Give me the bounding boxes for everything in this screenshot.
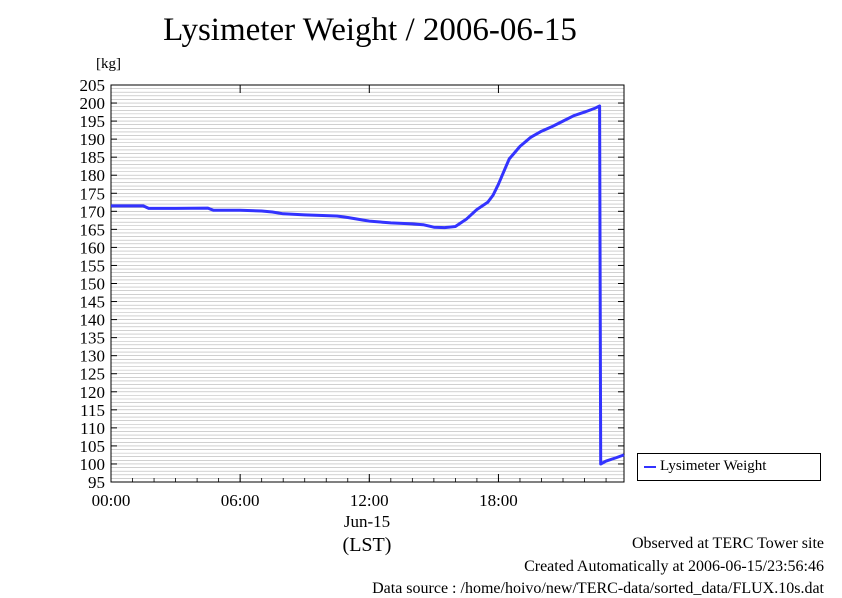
x-tick-label: 18:00: [479, 491, 518, 510]
y-tick-label: 120: [80, 383, 106, 402]
footer-created: Created Automatically at 2006-06-15/23:5…: [524, 558, 824, 575]
y-tick-label: 165: [80, 220, 106, 239]
y-tick-label: 135: [80, 329, 106, 348]
y-tick-label: 110: [80, 419, 105, 438]
series-line-lysimeter-weight: [111, 104, 625, 466]
x-tick-label: 12:00: [350, 491, 389, 510]
y-tick-label: 160: [80, 238, 106, 257]
y-tick-label: 130: [80, 347, 106, 366]
x-axis-ticks: 00:00 06:00 12:00 18:00: [92, 85, 607, 510]
y-tick-label: 115: [80, 401, 105, 420]
y-axis-ticks: 9510010511011512012513013514014515015516…: [80, 76, 624, 492]
y-tick-label: 125: [80, 365, 106, 384]
footer-source: Data source : /home/hoivo/new/TERC-data/…: [372, 580, 824, 597]
legend-label: Lysimeter Weight: [660, 458, 767, 474]
y-tick-label: 190: [80, 130, 106, 149]
y-tick-label: 180: [80, 166, 106, 185]
y-axis-unit-label: [kg]: [96, 56, 121, 72]
y-tick-label: 145: [80, 293, 106, 312]
y-tick-label: 205: [80, 76, 106, 95]
y-tick-label: 150: [80, 275, 106, 294]
y-tick-label: 200: [80, 94, 106, 113]
x-tick-label: 06:00: [221, 491, 260, 510]
y-tick-label: 100: [80, 455, 106, 474]
series-group: [111, 104, 625, 466]
legend: Lysimeter Weight: [637, 453, 821, 481]
y-tick-label: 195: [80, 112, 106, 131]
y-tick-label: 140: [80, 311, 106, 330]
y-tick-label: 175: [80, 184, 106, 203]
x-tick-label: 00:00: [92, 491, 131, 510]
y-tick-label: 105: [80, 437, 106, 456]
x-axis-label: (LST): [343, 534, 392, 556]
grid-lines: [111, 84, 624, 483]
y-tick-label: 170: [80, 202, 106, 221]
x-axis-date-label: Jun-15: [344, 512, 390, 531]
y-tick-label: 155: [80, 256, 106, 275]
y-tick-label: 185: [80, 148, 106, 167]
y-tick-label: 95: [88, 473, 105, 492]
chart-title: Lysimeter Weight / 2006-06-15: [163, 12, 577, 48]
plot-frame: [110, 84, 625, 483]
footer-site: Observed at TERC Tower site: [631, 535, 824, 552]
legend-swatch: [644, 466, 656, 468]
